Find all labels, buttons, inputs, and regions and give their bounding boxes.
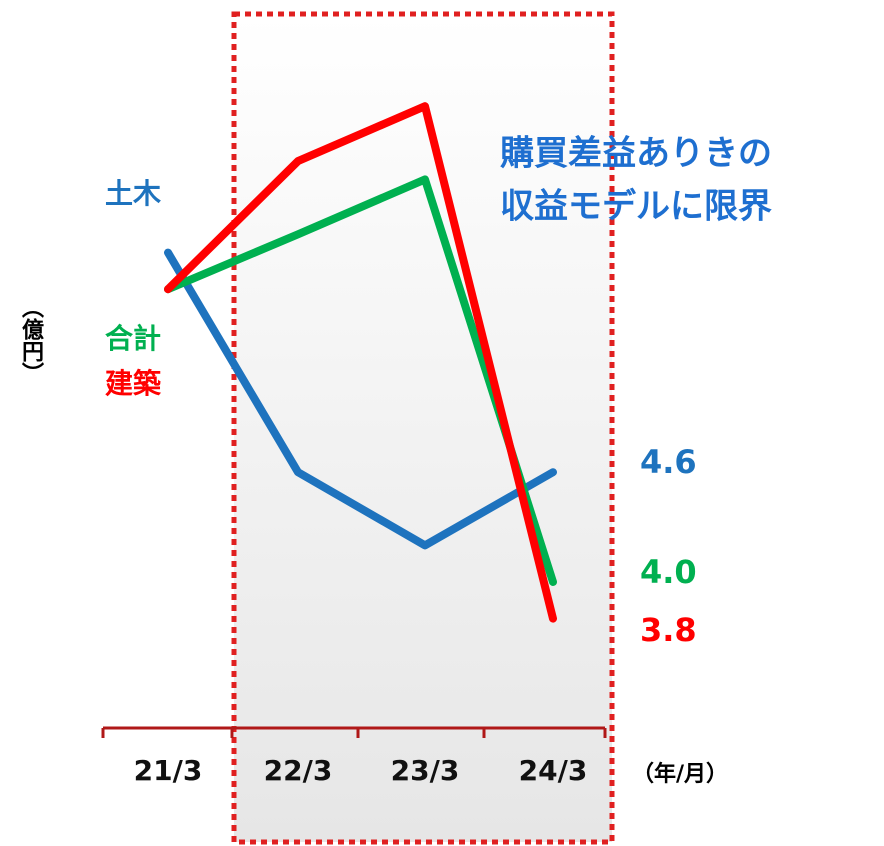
x-tick-label: 22/3	[264, 754, 333, 787]
data-label: 3.8	[640, 611, 697, 649]
legend-label: 土木	[105, 177, 161, 210]
series-line	[164, 102, 557, 623]
annotation: 収益モデルに限界	[500, 187, 772, 227]
data-label: 4.6	[640, 443, 697, 481]
series-line	[164, 248, 557, 550]
x-axis-label: （年/月）	[632, 761, 728, 787]
x-tick-label: 21/3	[134, 754, 203, 787]
legend-label: 合計	[105, 322, 161, 355]
annotation: 購買差益ありきの	[500, 134, 772, 174]
y-axis-label: （億円）	[18, 296, 44, 384]
x-tick-label: 23/3	[391, 754, 460, 787]
data-label: 4.0	[640, 553, 697, 591]
legend-label: 建築	[105, 367, 162, 400]
series-line	[164, 175, 557, 586]
x-tick-label: 24/3	[519, 754, 588, 787]
highlight-box	[231, 11, 615, 845]
